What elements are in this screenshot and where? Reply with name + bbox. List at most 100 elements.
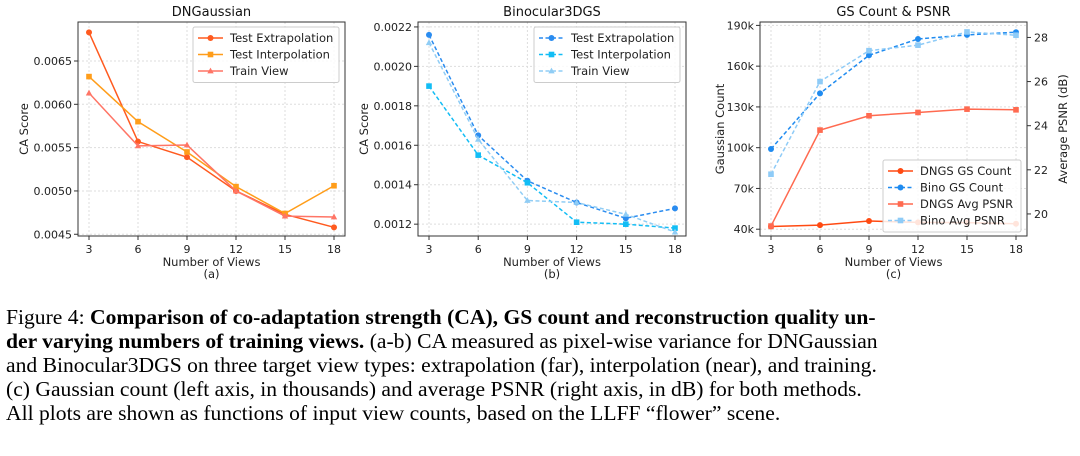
data-point (86, 29, 92, 36)
data-point (817, 222, 823, 229)
series-line (428, 85, 676, 229)
y-tick-label: 0.0050 (34, 185, 73, 198)
data-point (331, 224, 337, 231)
series-train-view (85, 89, 338, 220)
data-point (524, 179, 531, 186)
x-tick-label: 15 (960, 243, 974, 256)
data-point (573, 219, 580, 225)
series-bino-gs-count (768, 29, 1019, 153)
y-tick-label: 0.0045 (34, 228, 73, 241)
data-point (768, 146, 774, 153)
legend-label: Bino Avg PSNR (920, 214, 1005, 228)
data-point (1013, 32, 1019, 39)
data-point (426, 83, 432, 89)
series-train-view (425, 39, 679, 235)
chart-c: 3 6 9 12 15 18 40k 70k 100k 130k 160k 190k 20 22 24 26 2… (713, 5, 1070, 281)
data-point (866, 112, 872, 119)
caption-line-2: der varying numbers of training views. (… (6, 329, 1078, 353)
x-tick-label: 15 (278, 243, 292, 256)
x-tick-label: 3 (426, 243, 433, 256)
x-tick-label: 6 (817, 243, 824, 256)
data-point (233, 183, 239, 190)
data-point (672, 225, 678, 231)
figure-caption: Figure 4: Comparison of co-adaptation st… (6, 305, 1078, 425)
y-tick-label: 130k (727, 101, 755, 114)
legend: DNGS GS Count Bino GS Count DNGS Avg PSNR B… (882, 159, 1022, 233)
y-tick-label: 0.0065 (34, 55, 73, 68)
data-point (622, 215, 629, 222)
y-tick-label: 100k (727, 142, 755, 155)
x-tick-label: 6 (135, 243, 142, 256)
legend-label: Train View (570, 64, 630, 78)
legend: Test Extrapolation Test Interpolation Trai… (192, 26, 340, 83)
legend-label: Test Interpolation (229, 48, 330, 62)
y-tick-label: 40k (734, 223, 755, 236)
data-point (135, 138, 141, 145)
y-right-tick-label: 24 (1034, 120, 1048, 133)
series-line (88, 92, 335, 218)
data-point (475, 135, 482, 142)
data-point (866, 218, 872, 225)
data-point (281, 212, 289, 219)
data-point (184, 154, 190, 161)
y-tick-label: 0.0012 (374, 218, 413, 231)
y-right-tick-label: 20 (1034, 208, 1048, 221)
y-tick-label: 0.0060 (34, 98, 73, 111)
data-point (524, 197, 531, 203)
x-axis-label: Number of Views (163, 255, 261, 269)
legend-frame (533, 26, 681, 83)
x-tick-label: 9 (524, 243, 531, 256)
series-line (88, 76, 335, 215)
y-tick-label: 0.0016 (374, 139, 413, 152)
series-dngs-avg-psnr (768, 106, 1019, 229)
x-tick-label: 18 (327, 243, 341, 256)
chart-title: Binocular3DGS (503, 5, 601, 20)
x-axis-label: Number of Views (845, 255, 943, 269)
x-tick-label: 9 (184, 243, 191, 256)
legend-label: Test Extrapolation (570, 31, 674, 45)
series-test-interpolation (426, 83, 678, 231)
data-point (207, 67, 214, 74)
data-point (915, 109, 921, 116)
legend-frame (192, 26, 340, 83)
data-point (207, 35, 214, 41)
y-tick-label: 0.0055 (34, 142, 73, 155)
data-point (671, 228, 679, 235)
caption-line-2-text: (a-b) CA measured as pixel-wise variance… (364, 329, 878, 353)
data-point (915, 35, 921, 42)
y-tick-label: 160k (727, 60, 755, 73)
caption-line-3: and Binocular3DGS on three target view t… (6, 353, 877, 377)
x-tick-label: 3 (86, 243, 93, 256)
y-axis-label: CA Score (17, 103, 31, 155)
chart-a: 3 6 9 12 15 18 0.0045 0.0050 0.0055 0.0060 0.0065 D… (17, 5, 346, 281)
data-point (86, 73, 92, 80)
chart-title: DNGaussian (172, 5, 251, 20)
data-point (330, 213, 338, 220)
y-tick-label: 70k (734, 182, 755, 195)
data-point (134, 142, 142, 149)
series-line (770, 108, 1017, 227)
x-tick-label: 6 (475, 243, 482, 256)
data-point (768, 223, 774, 229)
data-point (207, 51, 214, 58)
caption-line-5: All plots are shown as functions of inpu… (6, 401, 781, 425)
legend-label: Test Extrapolation (229, 31, 333, 45)
y-right-tick-label: 28 (1034, 31, 1048, 44)
data-point (817, 90, 823, 97)
x-axis-label: Number of Views (503, 255, 601, 269)
plot-frame (77, 21, 346, 237)
chart-title: GS Count & PSNR (836, 5, 950, 20)
figure-charts: 3 6 9 12 15 18 0.0045 0.0050 0.0055 0.0060 0.0065 D… (17, 5, 1070, 281)
data-point (232, 187, 240, 194)
y-right-tick-label: 26 (1034, 76, 1048, 89)
plot-frame (417, 21, 687, 237)
x-tick-label: 15 (619, 243, 633, 256)
caption-bold-1: Comparison of co-adaptation strength (CA… (89, 305, 876, 329)
data-point (135, 118, 141, 125)
data-point (548, 35, 555, 41)
legend-label: Test Interpolation (570, 48, 671, 62)
caption-bold-2: der varying numbers of training views. (6, 329, 365, 353)
data-point (817, 78, 823, 85)
data-point (475, 152, 481, 158)
y-tick-label: 0.0014 (374, 179, 413, 192)
